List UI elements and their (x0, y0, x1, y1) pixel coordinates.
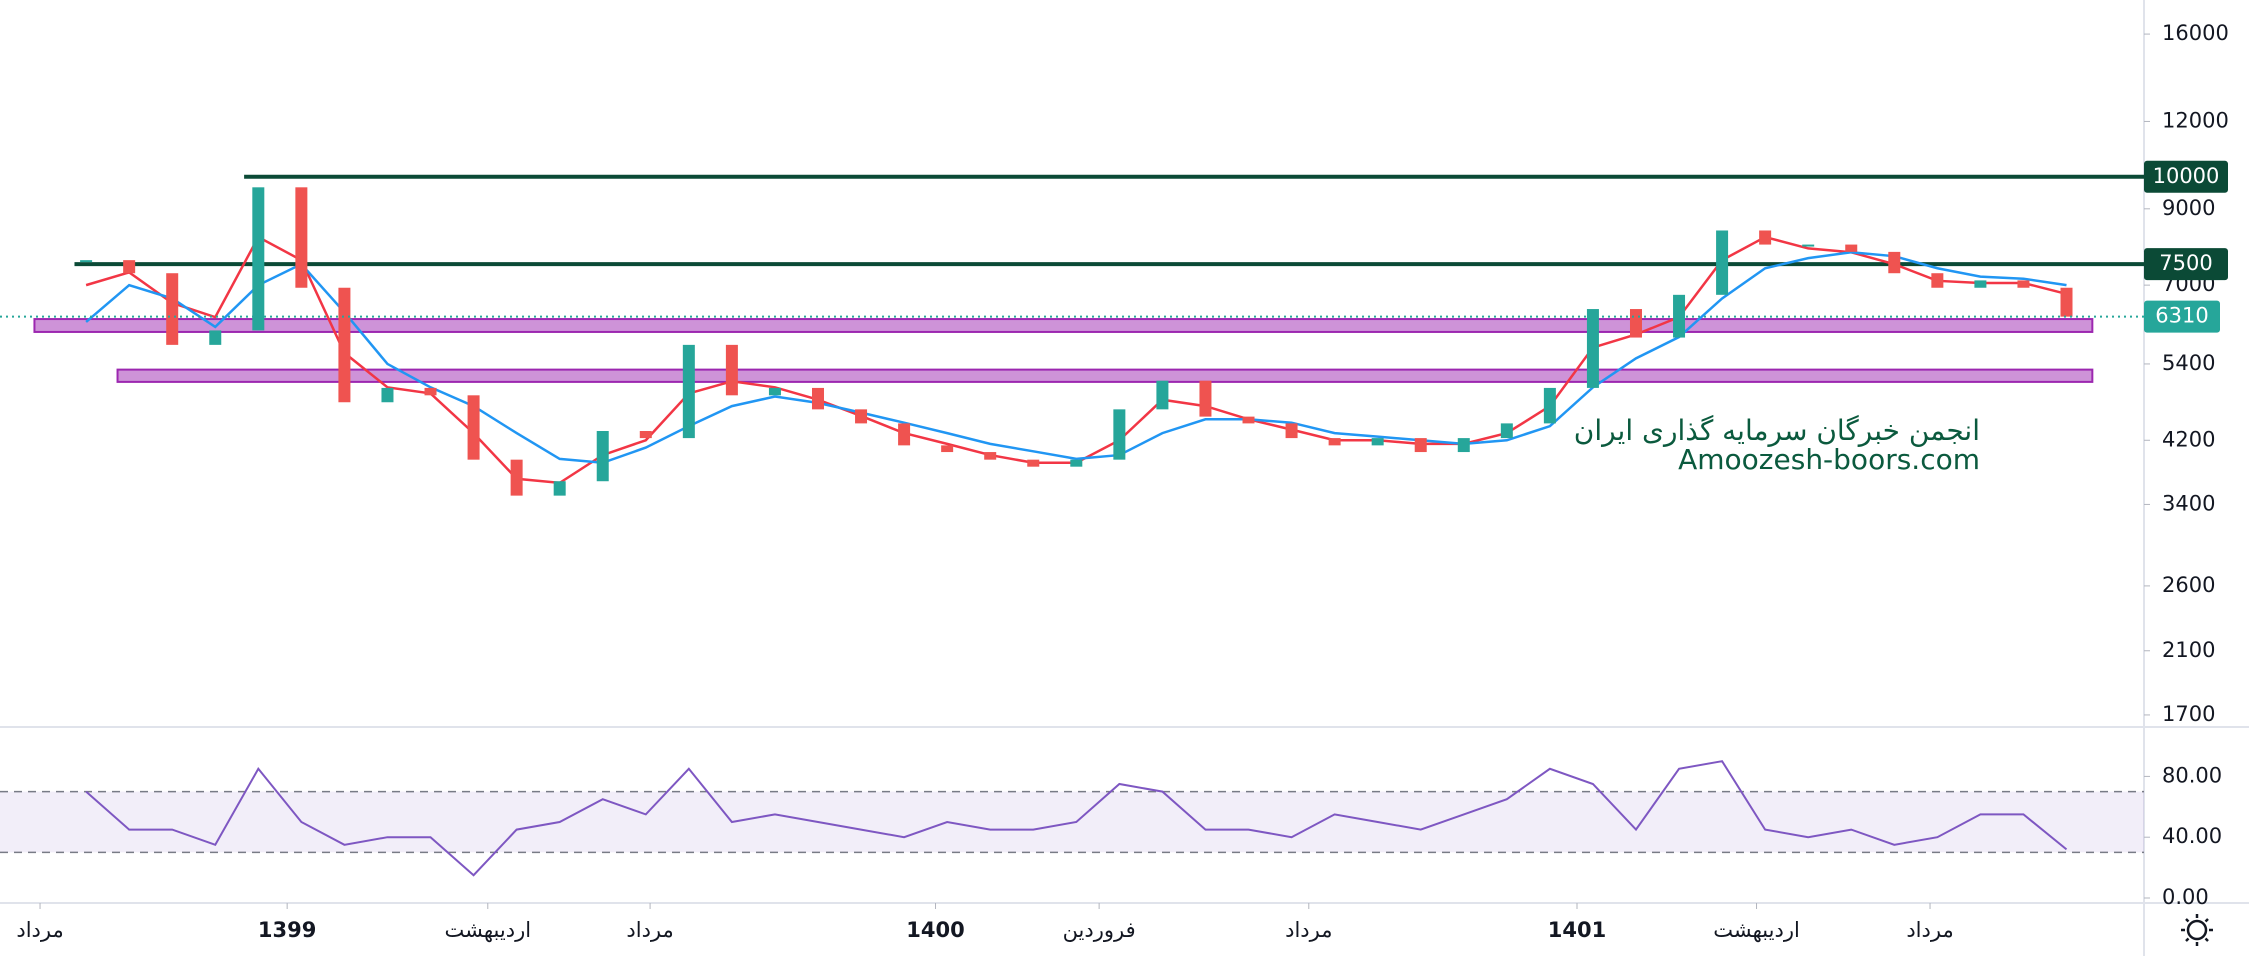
candle (855, 409, 868, 424)
candle (1802, 244, 1815, 247)
watermark: انجمن خبرگان سرمایه گذاری ایران (1574, 414, 1980, 447)
candle (166, 273, 179, 345)
candle (553, 481, 566, 496)
candle (424, 387, 437, 396)
level-label: 7500 (2159, 251, 2212, 275)
x-tick-label: 1400 (906, 918, 964, 942)
candle (252, 187, 265, 331)
y-tick-label: 16000 (2162, 21, 2229, 45)
zone (33, 318, 2094, 333)
candle (1371, 438, 1384, 446)
candle (768, 387, 781, 396)
zone (116, 368, 2094, 383)
candle (1931, 273, 1944, 288)
candle (467, 395, 480, 460)
moving-average (85, 251, 2067, 465)
candle (1113, 409, 1126, 460)
x-tick-label: مرداد (1285, 918, 1332, 942)
candle (123, 260, 136, 274)
candle (1199, 380, 1212, 417)
settings-icon[interactable] (2181, 914, 2213, 946)
candle (1759, 230, 1772, 245)
candle (941, 445, 954, 453)
candle (209, 330, 222, 345)
y-tick-label: 12000 (2162, 108, 2229, 132)
candle (1414, 438, 1427, 453)
y-tick-label: 5400 (2162, 351, 2215, 375)
price-label: 6310 (2155, 304, 2208, 328)
x-tick-label: فروردین (1063, 918, 1136, 942)
candle (898, 423, 911, 446)
level-label: 10000 (2153, 164, 2220, 188)
candle (1974, 280, 1987, 288)
candle (338, 287, 351, 403)
rsi-tick-label: 80.00 (2162, 763, 2222, 787)
x-tick-label: اردیبهشت (445, 918, 532, 942)
x-tick-label: 1401 (1548, 918, 1606, 942)
candle (80, 260, 93, 263)
x-tick-label: 1399 (258, 918, 316, 942)
candle (725, 344, 738, 396)
x-tick-label: مرداد (16, 918, 63, 942)
candle (1629, 309, 1642, 338)
candle (1328, 438, 1341, 446)
candle (381, 387, 394, 403)
candle (295, 187, 308, 288)
candle (1845, 244, 1858, 252)
candle (2017, 280, 2030, 288)
candle (1457, 438, 1470, 453)
candle (596, 431, 609, 482)
x-tick-label: مرداد (1906, 918, 1953, 942)
price-tag (2144, 300, 2220, 333)
y-tick-label: 2600 (2162, 573, 2215, 597)
y-tick-label: 9000 (2162, 196, 2215, 220)
candle (1586, 309, 1599, 388)
candle (1888, 251, 1901, 274)
y-tick-label: 4200 (2162, 427, 2215, 451)
candle (1285, 423, 1298, 439)
candle (1070, 459, 1083, 467)
candle (1027, 459, 1040, 467)
candle (1242, 416, 1255, 424)
candle (682, 344, 695, 439)
x-tick-label: اردیبهشت (1713, 918, 1800, 942)
level-tag (2144, 160, 2228, 193)
candle (1500, 423, 1513, 439)
candle (1156, 380, 1169, 410)
y-tick-label: 3400 (2162, 491, 2215, 515)
candle (811, 387, 824, 410)
candle (984, 452, 997, 460)
rsi-line (85, 760, 2068, 877)
candle (1716, 230, 1729, 295)
x-tick-label: مرداد (626, 918, 673, 942)
level-tag (2144, 248, 2228, 281)
y-tick-label: 2100 (2162, 638, 2215, 662)
candle (639, 431, 652, 439)
candle (510, 459, 523, 496)
candle (1673, 294, 1686, 338)
rsi-tick-label: 40.00 (2162, 824, 2222, 848)
candle (2060, 287, 2073, 317)
candle (1543, 387, 1556, 424)
watermark: Amoozesh-boors.com (1678, 443, 1980, 476)
rsi-tick-label: 0.00 (2162, 885, 2209, 909)
y-tick-label: 1700 (2162, 702, 2215, 726)
